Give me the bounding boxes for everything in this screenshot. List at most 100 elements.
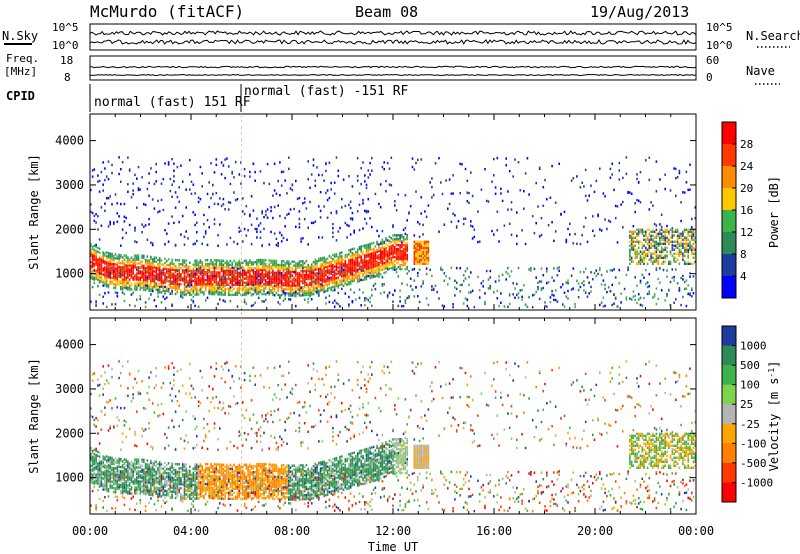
echo-cell bbox=[408, 270, 410, 273]
echo-cell bbox=[206, 275, 209, 278]
echo-cell bbox=[201, 279, 203, 282]
echo-cell bbox=[422, 282, 424, 285]
echo-cell bbox=[116, 416, 119, 419]
echo-cell bbox=[604, 195, 606, 198]
echo-cell bbox=[192, 300, 195, 303]
echo-cell bbox=[141, 223, 143, 226]
echo-cell bbox=[213, 289, 216, 292]
echo-cell bbox=[411, 288, 414, 291]
echo-cell bbox=[353, 265, 355, 268]
echo-cell bbox=[229, 201, 232, 204]
echo-cell bbox=[629, 244, 631, 247]
echo-cell bbox=[365, 255, 368, 259]
echo-cell bbox=[242, 293, 244, 296]
echo-cell bbox=[413, 246, 416, 249]
echo-cell bbox=[302, 288, 304, 291]
echo-cell bbox=[263, 293, 265, 296]
echo-cell bbox=[303, 293, 306, 297]
echo-cell bbox=[116, 277, 119, 280]
echo-cell bbox=[581, 281, 583, 285]
echo-cell bbox=[130, 288, 133, 291]
echo-cell bbox=[93, 482, 96, 485]
echo-cell bbox=[199, 291, 202, 294]
echo-cell bbox=[196, 263, 198, 266]
echo-cell bbox=[355, 257, 357, 260]
echo-cell bbox=[692, 275, 695, 278]
echo-cell bbox=[364, 254, 366, 257]
echo-cell bbox=[233, 271, 235, 275]
echo-cell bbox=[128, 482, 131, 485]
echo-cell bbox=[348, 271, 350, 274]
echo-cell bbox=[288, 298, 290, 301]
echo-cell bbox=[659, 256, 661, 259]
echo-cell bbox=[201, 265, 203, 268]
echo-cell bbox=[220, 291, 223, 294]
echo-cell bbox=[551, 276, 553, 279]
echo-cell bbox=[134, 276, 136, 279]
echo-cell bbox=[302, 274, 304, 277]
echo-cell bbox=[673, 260, 675, 263]
echo-cell bbox=[364, 270, 366, 273]
echo-cell bbox=[127, 476, 129, 479]
echo-cell bbox=[210, 272, 212, 276]
echo-cell bbox=[540, 280, 543, 283]
echo-cell bbox=[316, 280, 318, 283]
echo-cell bbox=[120, 275, 122, 279]
echo-cell bbox=[233, 265, 235, 269]
echo-cell bbox=[284, 225, 286, 228]
echo-cell bbox=[657, 262, 659, 265]
echo-cell bbox=[643, 254, 645, 257]
echo-cell bbox=[355, 267, 357, 270]
echo-cell bbox=[374, 245, 377, 248]
echo-cell bbox=[136, 272, 138, 275]
echo-cell bbox=[282, 170, 285, 173]
echo-cell bbox=[141, 266, 143, 269]
echo-cell bbox=[409, 284, 412, 288]
echo-cell bbox=[637, 293, 640, 296]
echo-cell bbox=[268, 243, 271, 246]
echo-cell bbox=[637, 246, 640, 249]
echo-cell bbox=[148, 269, 150, 272]
echo-cell bbox=[229, 273, 232, 277]
echo-cell bbox=[125, 480, 127, 483]
echo-cell bbox=[546, 281, 548, 285]
echo-cell bbox=[344, 266, 347, 269]
echo-cell bbox=[402, 236, 405, 239]
echo-cell bbox=[164, 162, 166, 165]
echo-cell bbox=[417, 254, 419, 257]
echo-cell bbox=[395, 241, 398, 245]
echo-cell bbox=[346, 267, 348, 270]
echo-cell bbox=[158, 261, 161, 264]
echo-cell bbox=[296, 286, 299, 289]
echo-cell bbox=[326, 189, 329, 192]
echo-cell bbox=[319, 269, 322, 272]
echo-cell bbox=[335, 252, 338, 256]
echo-cell bbox=[194, 192, 196, 195]
echo-cell bbox=[164, 243, 166, 246]
echo-cell bbox=[360, 269, 362, 272]
echo-cell bbox=[372, 241, 375, 245]
echo-cell bbox=[194, 213, 196, 216]
echo-cell bbox=[669, 260, 672, 263]
echo-cell bbox=[316, 278, 318, 281]
echo-cell bbox=[93, 269, 96, 272]
echo-cell bbox=[413, 250, 416, 253]
echo-cell bbox=[341, 270, 343, 273]
echo-cell bbox=[229, 277, 232, 280]
echo-cell bbox=[201, 185, 203, 188]
echo-cell bbox=[120, 279, 122, 283]
echo-cell bbox=[302, 282, 304, 285]
echo-cell bbox=[219, 287, 221, 290]
echo-cell bbox=[194, 272, 196, 276]
echo-cell bbox=[226, 273, 228, 277]
echo-cell bbox=[508, 275, 511, 278]
echo-cell bbox=[369, 258, 371, 262]
echo-cell bbox=[120, 465, 122, 469]
echo-cell bbox=[157, 211, 159, 214]
echo-cell bbox=[137, 282, 140, 285]
echo-cell bbox=[98, 461, 101, 464]
echo-cell bbox=[187, 291, 189, 294]
echo-cell bbox=[134, 226, 136, 230]
echo-cell bbox=[383, 253, 385, 257]
echo-cell bbox=[339, 271, 341, 275]
